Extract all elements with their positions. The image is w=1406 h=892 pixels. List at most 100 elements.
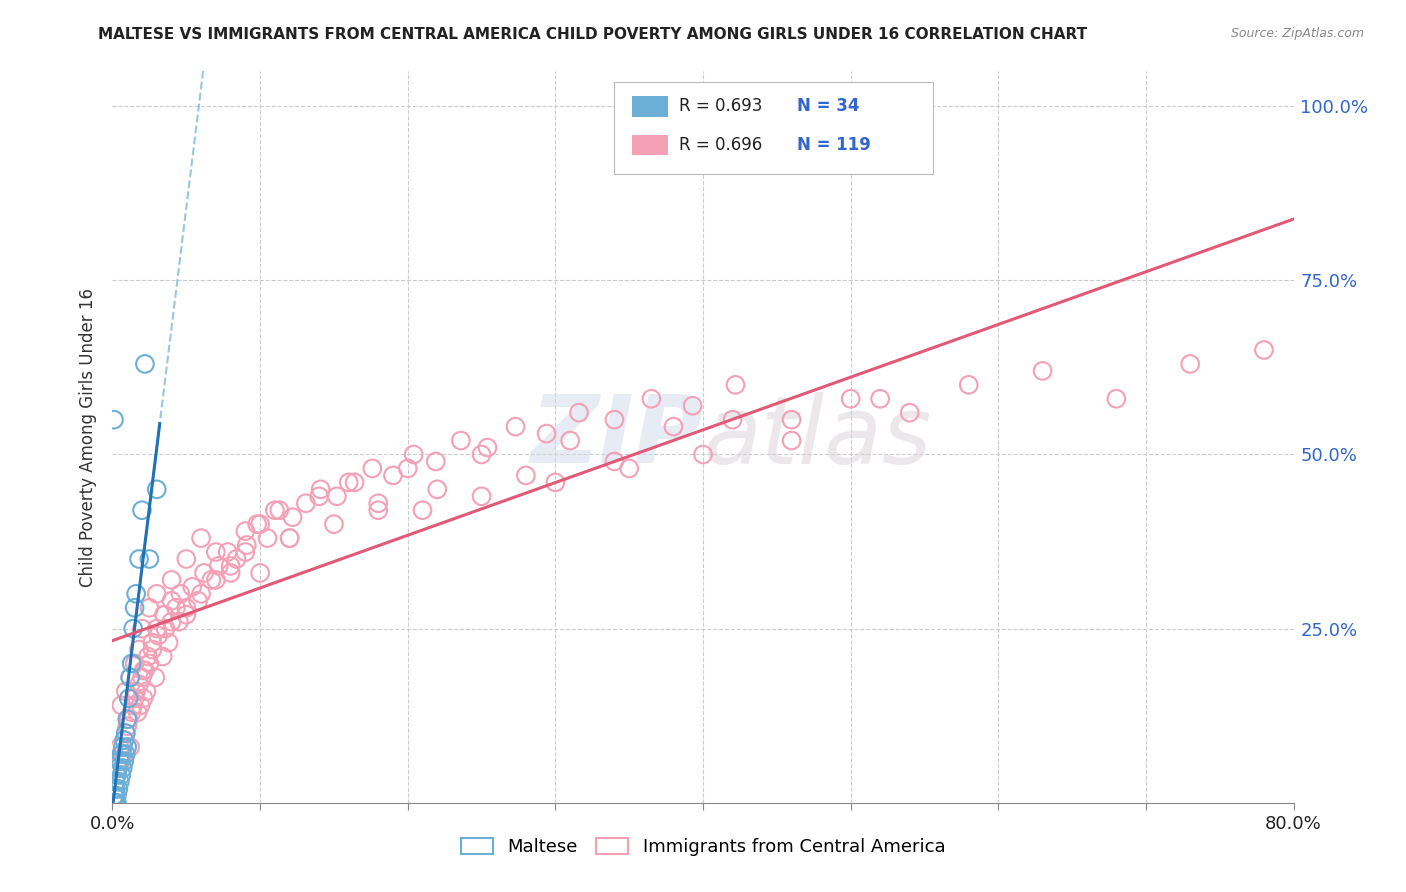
Text: ZIP: ZIP: [530, 391, 703, 483]
Point: [143, 670, 166, 684]
Point: [367, 496, 389, 510]
Point: [190, 587, 212, 601]
Point: [111, 747, 134, 761]
Point: [117, 719, 138, 733]
Point: [128, 552, 150, 566]
Text: Source: ZipAtlas.com: Source: ZipAtlas.com: [1230, 27, 1364, 40]
Point: [515, 468, 537, 483]
Point: [200, 573, 222, 587]
Point: [103, 412, 125, 426]
Point: [157, 635, 180, 649]
Point: [138, 657, 160, 671]
Point: [112, 733, 135, 747]
Point: [264, 503, 287, 517]
Text: R = 0.693: R = 0.693: [679, 97, 762, 115]
Point: [246, 517, 269, 532]
Point: [138, 552, 160, 566]
Point: [110, 698, 132, 713]
Point: [382, 468, 405, 483]
Point: [107, 761, 129, 775]
Point: [118, 712, 141, 726]
Point: [603, 412, 626, 426]
Point: [146, 587, 169, 601]
Point: [124, 600, 146, 615]
Point: [1032, 364, 1054, 378]
Point: [174, 600, 197, 615]
Point: [108, 754, 131, 768]
Point: [132, 664, 155, 678]
Point: [219, 558, 242, 573]
Point: [160, 615, 183, 629]
Point: [165, 600, 187, 615]
Point: [105, 761, 128, 775]
Point: [402, 448, 425, 462]
Point: [148, 629, 170, 643]
Point: [477, 441, 499, 455]
Point: [326, 489, 349, 503]
Point: [682, 399, 704, 413]
Point: [112, 754, 135, 768]
Point: [193, 566, 215, 580]
Point: [169, 587, 191, 601]
Point: [181, 580, 204, 594]
Point: [146, 622, 169, 636]
Point: [278, 531, 301, 545]
Point: [839, 392, 862, 406]
Point: [114, 726, 136, 740]
Point: [125, 587, 148, 601]
Point: [662, 419, 685, 434]
Point: [105, 768, 128, 782]
Point: [205, 573, 228, 587]
Bar: [633, 96, 668, 117]
Point: [103, 789, 125, 803]
Point: [127, 705, 149, 719]
Point: [111, 761, 134, 775]
Point: [114, 747, 136, 761]
Point: [1178, 357, 1201, 371]
Point: [120, 670, 142, 684]
Point: [124, 657, 146, 671]
Point: [131, 670, 153, 684]
Point: [121, 705, 143, 719]
Point: [425, 454, 447, 468]
Point: [205, 545, 228, 559]
Point: [105, 796, 128, 810]
Point: [568, 406, 591, 420]
Point: [122, 622, 145, 636]
Point: [208, 558, 231, 573]
Point: [869, 392, 891, 406]
Point: [236, 538, 259, 552]
Point: [125, 684, 148, 698]
Y-axis label: Child Poverty Among Girls Under 16: Child Poverty Among Girls Under 16: [79, 287, 97, 587]
Bar: [633, 135, 668, 155]
Point: [396, 461, 419, 475]
Point: [131, 503, 153, 517]
Point: [120, 740, 142, 755]
Point: [153, 607, 176, 622]
Point: [249, 566, 271, 580]
Point: [233, 524, 256, 538]
Point: [898, 406, 921, 420]
Point: [308, 489, 330, 503]
Point: [104, 796, 127, 810]
Point: [112, 733, 135, 747]
Point: [110, 754, 132, 768]
FancyBboxPatch shape: [614, 82, 934, 174]
Point: [105, 789, 128, 803]
Point: [117, 740, 138, 755]
Point: [187, 594, 209, 608]
Point: [256, 531, 278, 545]
Point: [160, 594, 183, 608]
Point: [281, 510, 304, 524]
Point: [108, 775, 131, 789]
Point: [640, 392, 662, 406]
Point: [278, 531, 301, 545]
Point: [128, 677, 150, 691]
Point: [957, 377, 980, 392]
Point: [780, 434, 803, 448]
Point: [121, 657, 143, 671]
Point: [295, 496, 318, 510]
Point: [426, 483, 449, 497]
Legend: Maltese, Immigrants from Central America: Maltese, Immigrants from Central America: [453, 830, 953, 863]
Point: [114, 726, 136, 740]
